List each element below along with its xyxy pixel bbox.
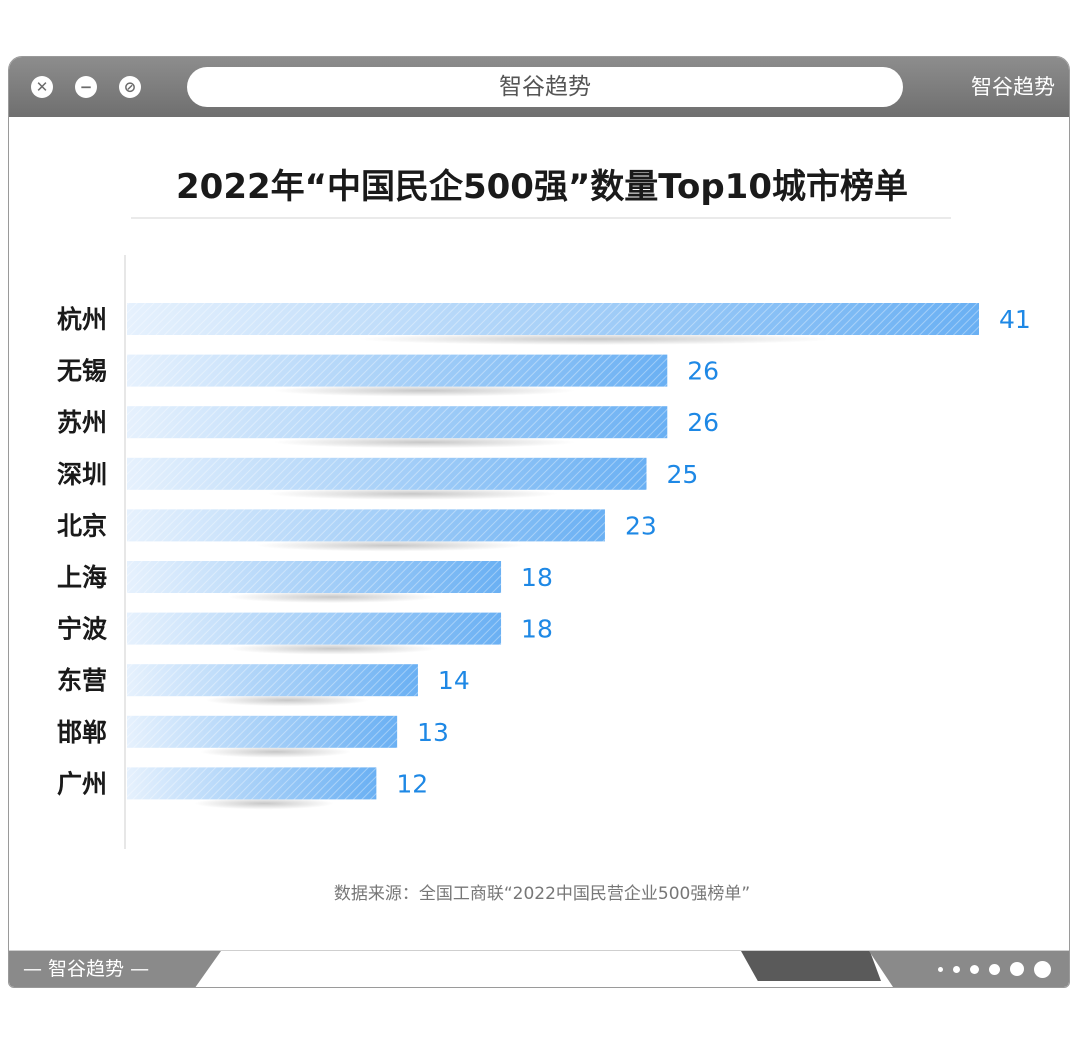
bar-shadow: [256, 539, 524, 552]
minimize-icon[interactable]: −: [75, 76, 97, 98]
bar-hatch: [127, 561, 502, 593]
bar-hatch: [127, 664, 418, 697]
bar-hatch: [127, 715, 398, 748]
category-label: 邯郸: [57, 718, 107, 747]
value-label: 13: [417, 718, 449, 747]
bar-shadow: [272, 384, 576, 397]
bar-chart: 2022年“中国民企500强”数量Top10城市榜单 杭州 41 无锡 26 苏州 26 深…: [57, 167, 1031, 904]
category-label: 苏州: [57, 408, 107, 437]
pager-area: [869, 951, 1069, 987]
bottom-accent: [741, 951, 881, 981]
value-label: 23: [625, 511, 657, 540]
pager-dots: [938, 960, 1051, 978]
value-label: 12: [396, 769, 428, 798]
bar-hatch: [127, 767, 377, 800]
close-icon[interactable]: ✕: [31, 76, 53, 98]
block-icon[interactable]: ⊘: [119, 76, 141, 98]
category-label: 上海: [57, 563, 107, 592]
bar-hatch: [127, 354, 668, 387]
pager-dot[interactable]: [989, 963, 1000, 975]
pager-dot[interactable]: [938, 966, 943, 972]
bar-hatch: [127, 303, 979, 335]
bar-shadow: [357, 333, 835, 345]
bar-shadow: [227, 642, 438, 655]
bar-shadow: [272, 436, 576, 449]
category-label: 宁波: [57, 615, 108, 644]
category-label: 广州: [57, 769, 107, 798]
brand-logo-top: 智谷趋势: [971, 75, 1055, 99]
bar-shadow: [227, 591, 438, 603]
category-label: 无锡: [57, 357, 107, 386]
bar-hatch: [127, 509, 605, 542]
category-label: 东营: [57, 666, 107, 695]
value-label: 41: [999, 305, 1031, 334]
pager-dot[interactable]: [1010, 962, 1024, 976]
address-bar[interactable]: 智谷趋势: [187, 67, 903, 107]
browser-window: ✕ − ⊘ 智谷趋势 智谷趋势 2022年“中国民企500强”数量Top10城市…: [8, 56, 1070, 988]
bar-shadow: [194, 797, 334, 810]
bar-shadow: [205, 694, 369, 707]
category-label: 北京: [57, 511, 107, 540]
value-label: 14: [438, 666, 470, 695]
category-label: 杭州: [57, 305, 107, 334]
bottom-bar: — 智谷趋势 —: [9, 950, 1069, 987]
value-label: 26: [687, 357, 719, 386]
pager-dot[interactable]: [953, 965, 960, 973]
chart-title: 2022年“中国民企500强”数量Top10城市榜单: [176, 167, 908, 207]
value-label: 26: [687, 408, 719, 437]
source-text: 数据来源：全国工商联“2022中国民营企业500强榜单”: [334, 884, 750, 904]
value-label: 18: [521, 615, 553, 644]
bar-shadow: [199, 745, 352, 758]
bar-hatch: [127, 406, 668, 439]
value-label: 25: [667, 460, 699, 489]
bar-hatch: [127, 612, 502, 645]
bars-group: 杭州 41 无锡 26 苏州 26 深圳 25 北京 23 上海 18 宁波 18 东营 14 邯郸 13 广州 12: [57, 303, 1031, 810]
pager-dot[interactable]: [1034, 960, 1051, 978]
bar-shadow: [267, 487, 559, 500]
title-bar: ✕ − ⊘ 智谷趋势 智谷趋势: [9, 57, 1069, 117]
value-label: 18: [521, 563, 553, 592]
brand-logo-bottom: — 智谷趋势 —: [9, 951, 221, 987]
category-label: 深圳: [57, 460, 107, 489]
bar-hatch: [127, 457, 647, 490]
pager-dot[interactable]: [970, 964, 979, 974]
